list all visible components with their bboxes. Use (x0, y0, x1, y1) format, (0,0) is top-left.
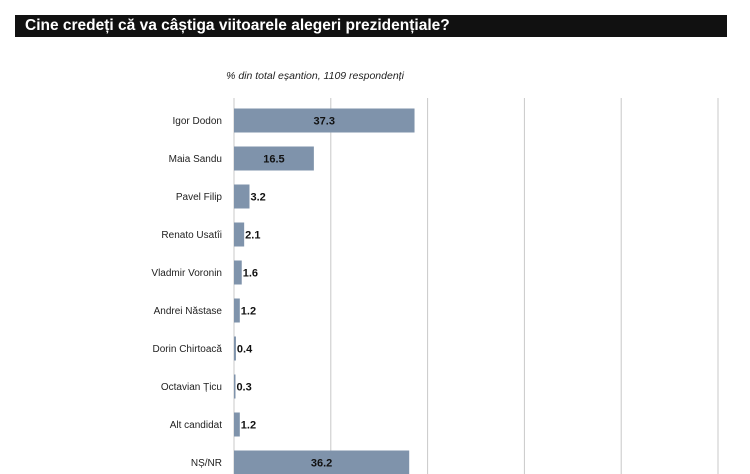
value-label: 16.5 (263, 154, 284, 166)
value-label: 0.3 (236, 382, 251, 394)
category-label: Vladmir Voronin (151, 268, 222, 279)
bar (234, 108, 415, 133)
bar (234, 298, 240, 323)
value-label: 36.2 (311, 458, 332, 470)
chart-subtitle: % din total eșantion, 1109 respondenți (226, 70, 404, 82)
value-label: 1.6 (243, 268, 258, 280)
category-label: Alt candidat (170, 420, 222, 431)
bar (234, 146, 314, 171)
bar (234, 260, 242, 285)
bar (234, 450, 410, 474)
bar (234, 412, 240, 437)
category-label: Igor Dodon (173, 116, 222, 127)
category-label: NȘ/NR (191, 458, 222, 469)
value-label: 0.4 (237, 344, 253, 356)
value-label: 3.2 (250, 192, 265, 204)
category-label: Renato Usatîi (161, 230, 222, 241)
value-label: 37.3 (314, 116, 335, 128)
value-label: 2.1 (245, 230, 260, 242)
category-label: Dorin Chirtoacă (153, 344, 223, 355)
bar (234, 222, 245, 247)
category-label: Octavian Țicu (161, 382, 222, 393)
value-label: 1.2 (241, 306, 256, 318)
chart-title: Cine credeți că va câștiga viitoarele al… (15, 15, 727, 37)
bar (234, 184, 250, 209)
value-label: 1.2 (241, 420, 256, 432)
category-label: Pavel Filip (176, 192, 223, 203)
category-label: Maia Sandu (169, 154, 222, 165)
category-label: Andrei Năstase (154, 306, 223, 317)
bar (234, 374, 236, 399)
bar (234, 336, 236, 361)
